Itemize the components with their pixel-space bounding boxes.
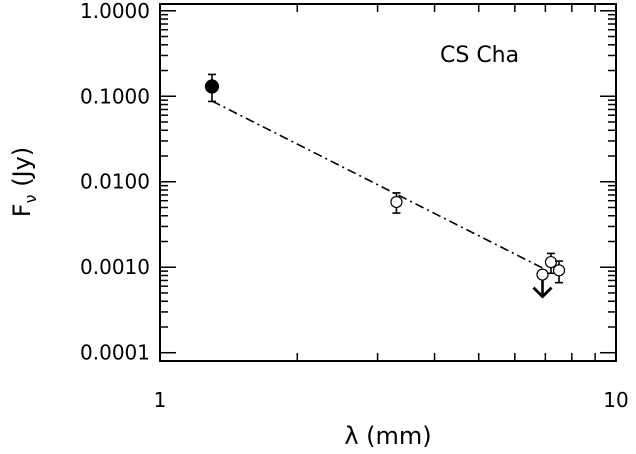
y-tick-label: 0.1000: [80, 84, 150, 108]
data-point: [204, 79, 220, 94]
y-tick-label: 1.0000: [80, 0, 150, 23]
fit-line: [211, 100, 543, 269]
y-axis-title: Fν (Jy): [8, 147, 40, 217]
upper-limit-arrow-head: [532, 286, 553, 299]
axis-ticks: [159, 4, 617, 361]
annotation-label: CS Cha: [440, 43, 519, 68]
x-tick-label: 10: [603, 388, 628, 412]
upper-limit-point: [536, 268, 549, 281]
y-tick-label: 0.0010: [80, 255, 150, 279]
y-tick-label: 0.0100: [80, 170, 150, 194]
y-axis-title-sub: ν: [21, 194, 40, 203]
data-point: [544, 255, 558, 269]
data-point: [390, 195, 403, 209]
y-tick-label: 0.0001: [80, 341, 150, 365]
y-axis-title-main: F: [8, 203, 36, 217]
x-tick-label: 1: [154, 388, 167, 412]
x-axis-title: λ (mm): [344, 422, 431, 450]
data-points: [204, 73, 566, 299]
y-axis-title-tail: (Jy): [8, 147, 36, 195]
plot-frame: [159, 3, 617, 362]
data-point: [552, 264, 566, 277]
tick-labels: 1 10 0.0001 0.0010 0.0100 0.1000 1.0000: [80, 0, 629, 412]
